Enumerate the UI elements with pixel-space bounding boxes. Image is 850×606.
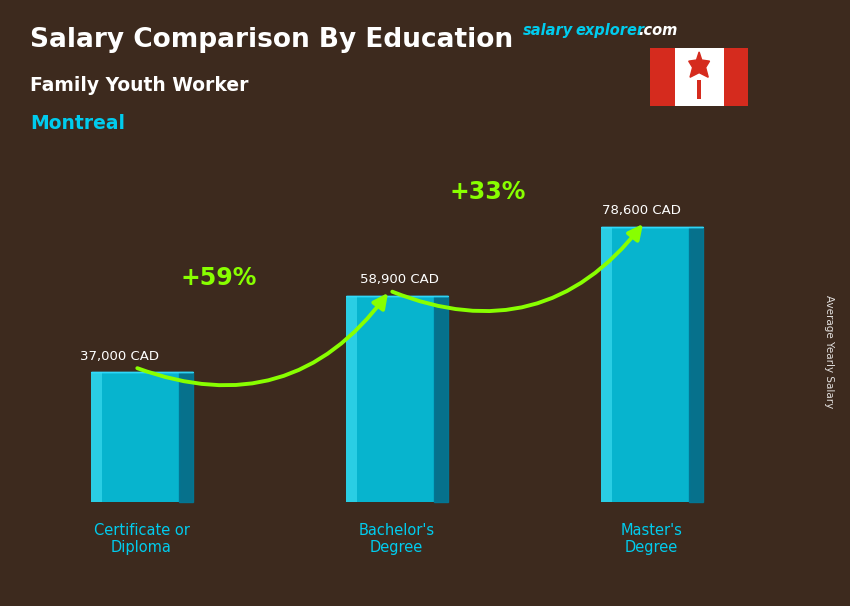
Bar bbox=[601, 227, 688, 502]
Polygon shape bbox=[434, 296, 448, 502]
Text: Master's
Degree: Master's Degree bbox=[620, 523, 683, 555]
Bar bbox=[91, 373, 178, 502]
Bar bbox=[91, 373, 102, 502]
Bar bbox=[650, 48, 675, 106]
Text: explorer: explorer bbox=[575, 23, 644, 38]
Text: +33%: +33% bbox=[450, 179, 526, 204]
Bar bbox=[346, 296, 357, 502]
Text: +59%: +59% bbox=[181, 266, 258, 290]
Text: Average Yearly Salary: Average Yearly Salary bbox=[824, 295, 834, 408]
Text: 37,000 CAD: 37,000 CAD bbox=[80, 350, 159, 362]
Text: Certificate or
Diploma: Certificate or Diploma bbox=[94, 523, 190, 555]
Text: Montreal: Montreal bbox=[30, 114, 125, 133]
Text: Salary Comparison By Education: Salary Comparison By Education bbox=[30, 27, 513, 53]
Polygon shape bbox=[688, 227, 703, 502]
Text: .com: .com bbox=[638, 23, 677, 38]
Text: Family Youth Worker: Family Youth Worker bbox=[30, 76, 248, 95]
Text: salary: salary bbox=[523, 23, 573, 38]
Bar bbox=[601, 227, 612, 502]
Bar bbox=[675, 48, 723, 106]
Bar bbox=[697, 80, 701, 99]
Text: 78,600 CAD: 78,600 CAD bbox=[602, 204, 680, 217]
Polygon shape bbox=[688, 52, 710, 77]
Polygon shape bbox=[178, 373, 193, 502]
Text: Bachelor's
Degree: Bachelor's Degree bbox=[359, 523, 434, 555]
Bar bbox=[723, 48, 748, 106]
Text: 58,900 CAD: 58,900 CAD bbox=[360, 273, 439, 286]
Bar bbox=[346, 296, 434, 502]
